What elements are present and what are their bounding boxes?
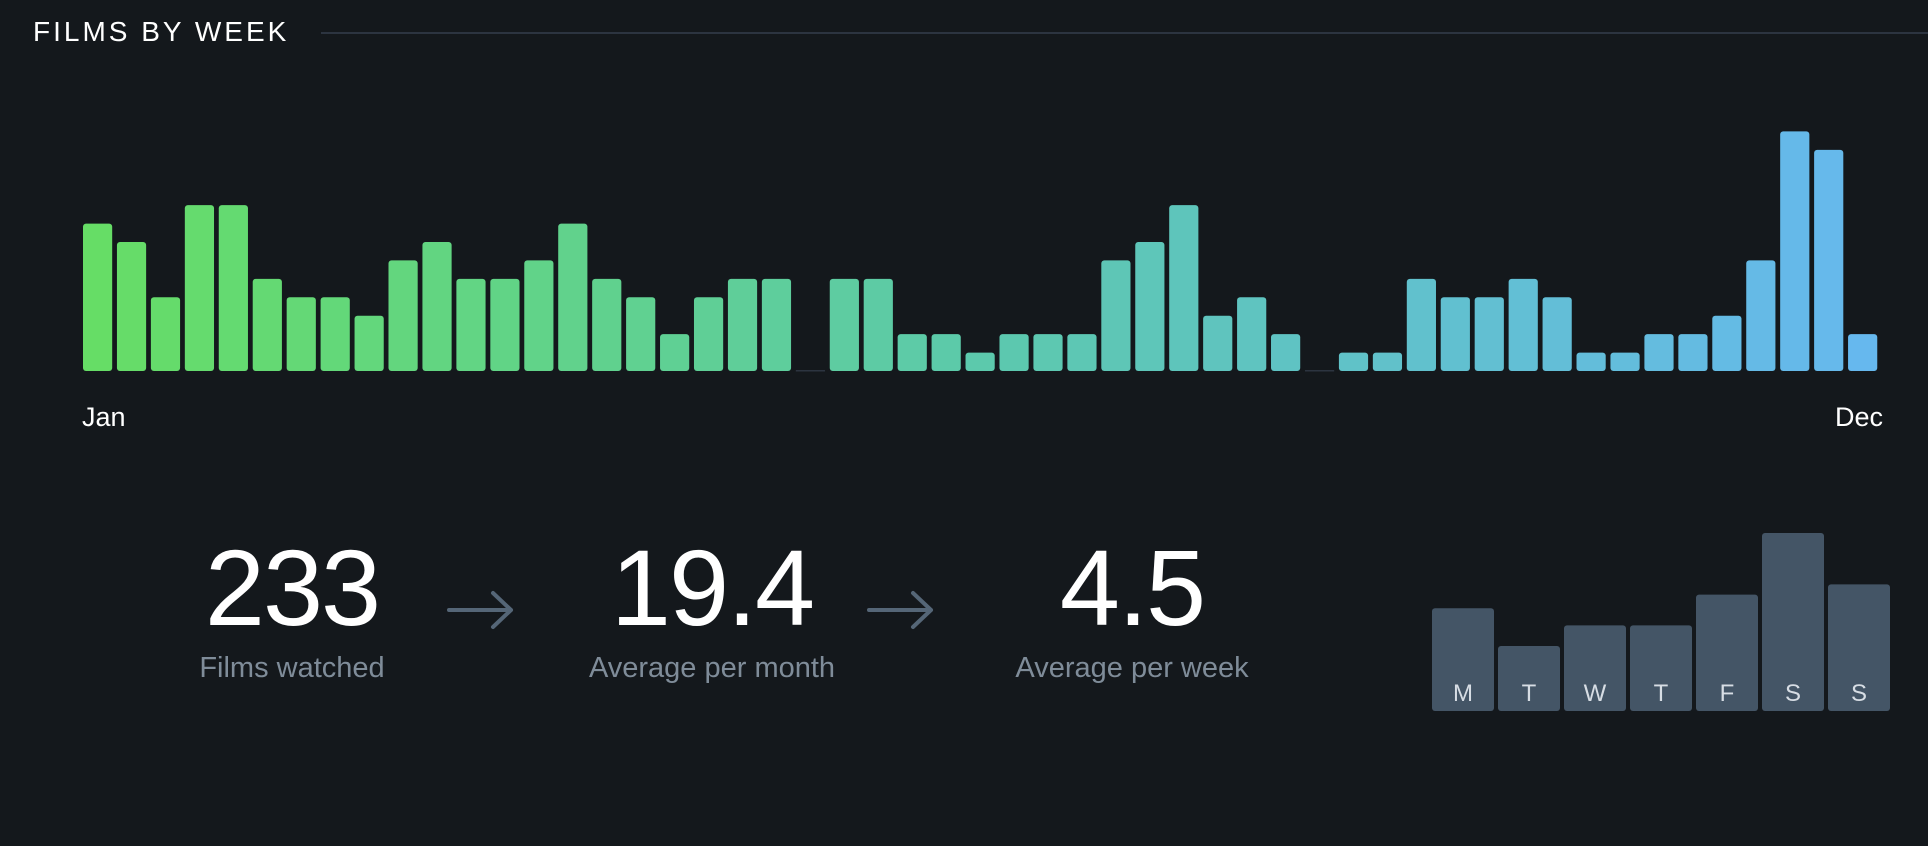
- week-bar[interactable]: [1712, 315, 1742, 371]
- week-bar[interactable]: [1406, 278, 1436, 371]
- section-header: FILMS BY WEEK: [33, 14, 1928, 50]
- week-bar-empty[interactable]: [795, 370, 826, 372]
- week-bar[interactable]: [83, 223, 113, 371]
- week-bar[interactable]: [829, 278, 859, 371]
- stat-average-per-week: 4.5 Average per week: [922, 528, 1342, 685]
- week-bar[interactable]: [422, 242, 452, 371]
- stat-label: Films watched: [199, 652, 385, 684]
- week-bar[interactable]: [1237, 297, 1267, 371]
- section-title: FILMS BY WEEK: [33, 16, 290, 47]
- week-bar[interactable]: [1033, 334, 1063, 371]
- arrow-right-icon: [867, 591, 933, 629]
- week-bar[interactable]: [1780, 131, 1810, 371]
- week-bar[interactable]: [931, 334, 961, 371]
- week-bar[interactable]: [1169, 205, 1199, 371]
- header-divider: [321, 32, 1928, 34]
- week-bar[interactable]: [1271, 334, 1301, 371]
- week-bar[interactable]: [354, 315, 384, 371]
- week-bar[interactable]: [897, 334, 927, 371]
- week-bar[interactable]: [558, 223, 588, 371]
- week-bar[interactable]: [1474, 297, 1504, 371]
- week-bar[interactable]: [1372, 352, 1403, 371]
- week-bar[interactable]: [1203, 315, 1233, 371]
- week-bar[interactable]: [524, 260, 554, 371]
- week-bar[interactable]: [1338, 352, 1369, 371]
- week-bar[interactable]: [116, 242, 147, 371]
- week-bar[interactable]: [456, 278, 486, 371]
- week-bar[interactable]: [592, 278, 622, 371]
- week-bar[interactable]: [1440, 297, 1470, 371]
- axis-end-label: Dec: [1834, 402, 1883, 432]
- stat-average-per-month: 19.4 Average per month: [502, 528, 922, 685]
- week-bar[interactable]: [1576, 352, 1606, 371]
- week-bar[interactable]: [1678, 334, 1708, 371]
- week-bar[interactable]: [999, 334, 1029, 371]
- week-bar[interactable]: [727, 278, 758, 371]
- week-bar[interactable]: [1508, 278, 1538, 371]
- week-bar[interactable]: [761, 278, 792, 371]
- week-bar[interactable]: [863, 278, 893, 371]
- stat-films-watched: 233 Films watched: [82, 528, 502, 685]
- week-bar[interactable]: [1848, 334, 1878, 371]
- week-bar[interactable]: [1067, 334, 1097, 371]
- stat-value: 4.5: [1059, 527, 1206, 648]
- stat-value: 233: [204, 527, 381, 648]
- week-bar[interactable]: [218, 205, 248, 371]
- axis-start-label: Jan: [82, 402, 126, 432]
- week-bar[interactable]: [1610, 352, 1640, 371]
- week-bar[interactable]: [965, 352, 995, 371]
- week-bar[interactable]: [1101, 260, 1131, 371]
- stat-value: 19.4: [610, 527, 815, 648]
- week-bar[interactable]: [1542, 297, 1572, 371]
- week-bar[interactable]: [252, 278, 282, 371]
- week-bar[interactable]: [490, 278, 520, 371]
- week-bar[interactable]: [286, 297, 316, 371]
- stat-label: Average per week: [1015, 652, 1249, 684]
- week-bar[interactable]: [184, 205, 215, 371]
- week-bar[interactable]: [1814, 149, 1844, 371]
- arrow-right-icon: [447, 591, 513, 629]
- week-bar[interactable]: [320, 297, 350, 371]
- week-bar[interactable]: [626, 297, 656, 371]
- week-bar[interactable]: [150, 297, 181, 371]
- week-bar[interactable]: [1746, 260, 1776, 371]
- week-bar-empty[interactable]: [1304, 370, 1335, 372]
- week-bar[interactable]: [660, 334, 690, 371]
- week-bar[interactable]: [693, 297, 724, 371]
- week-bar[interactable]: [1135, 242, 1165, 371]
- stat-label: Average per month: [588, 652, 836, 684]
- week-bar[interactable]: [1644, 334, 1674, 371]
- week-bar[interactable]: [388, 260, 418, 371]
